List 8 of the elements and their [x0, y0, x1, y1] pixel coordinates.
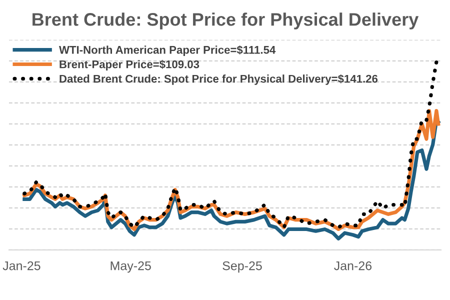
legend-label: WTI-North American Paper Price=$111.54 [59, 45, 276, 56]
x-tick-label: Jan-25 [2, 261, 40, 270]
x-tick-label: May-25 [110, 261, 151, 273]
x-tick-label: Sep-25 [222, 261, 262, 273]
x-tick-label: Jan-26 [334, 261, 372, 270]
chart-title: Brent Crude: Spot Price for Physical Delivery [32, 12, 419, 30]
legend-label: Brent-Paper Price=$109.03 [60, 60, 200, 70]
legend-label: Dated Brent Crude: Spot Price for Physical Delivery=$141.26 [60, 74, 378, 85]
